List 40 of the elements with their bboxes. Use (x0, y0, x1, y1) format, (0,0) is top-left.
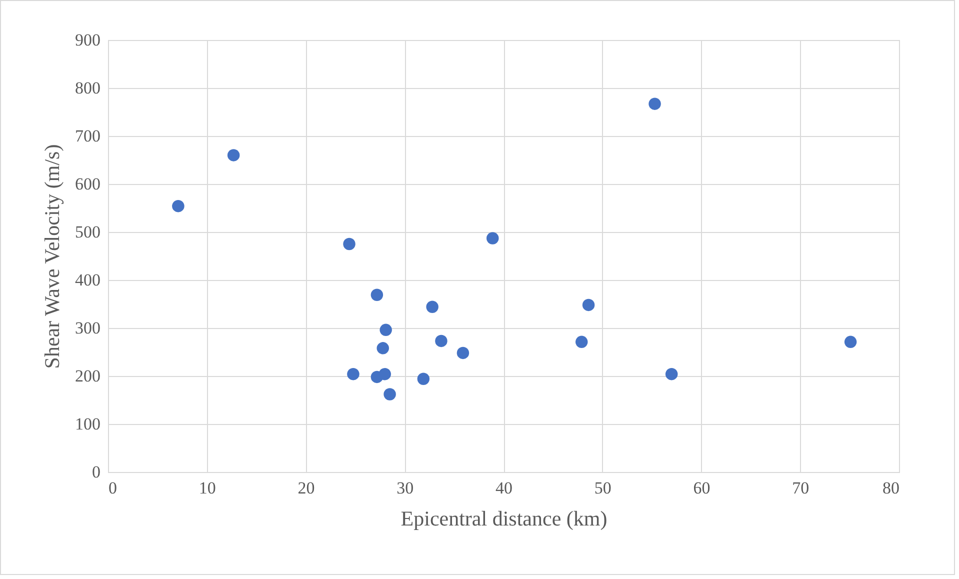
x-tick-label: 30 (396, 478, 414, 498)
point (172, 200, 184, 212)
x-tick-label: 60 (693, 478, 710, 498)
point (380, 324, 392, 336)
y-tick-label: 800 (75, 78, 100, 98)
point (648, 98, 661, 110)
y-tick-label: 700 (75, 126, 100, 146)
y-tick-label: 300 (75, 318, 100, 338)
point (844, 336, 857, 348)
x-tick-label: 20 (298, 478, 315, 498)
point (376, 342, 389, 354)
y-tick-label: 100 (75, 414, 100, 434)
point (384, 388, 396, 400)
x-axis-title: Epicentral distance (km) (400, 506, 608, 530)
y-axis-title: Shear Wave Velocity (m/s) (40, 144, 64, 369)
y-tick-label: 0 (92, 462, 100, 482)
y-tick-label: 400 (75, 270, 100, 290)
y-tick-label: 500 (75, 222, 100, 242)
y-tick-label: 200 (75, 366, 100, 386)
x-tick-label: 0 (108, 478, 117, 498)
point (343, 238, 356, 250)
x-tick-label: 40 (496, 478, 512, 498)
x-tick-label: 80 (882, 478, 900, 498)
point (227, 149, 240, 162)
point (486, 232, 499, 244)
point (417, 372, 430, 385)
x-tick-label: 10 (198, 478, 216, 498)
y-tick-label: 900 (75, 30, 100, 50)
point (378, 368, 391, 380)
point (347, 368, 360, 380)
point (582, 298, 595, 312)
x-tick-label: 50 (594, 478, 612, 498)
point (456, 346, 470, 360)
point (665, 368, 678, 380)
point (435, 334, 448, 348)
y-tick-label: 600 (75, 174, 100, 194)
point (575, 336, 588, 348)
point (370, 288, 384, 301)
point (426, 300, 438, 313)
x-tick-label: 70 (792, 478, 810, 498)
